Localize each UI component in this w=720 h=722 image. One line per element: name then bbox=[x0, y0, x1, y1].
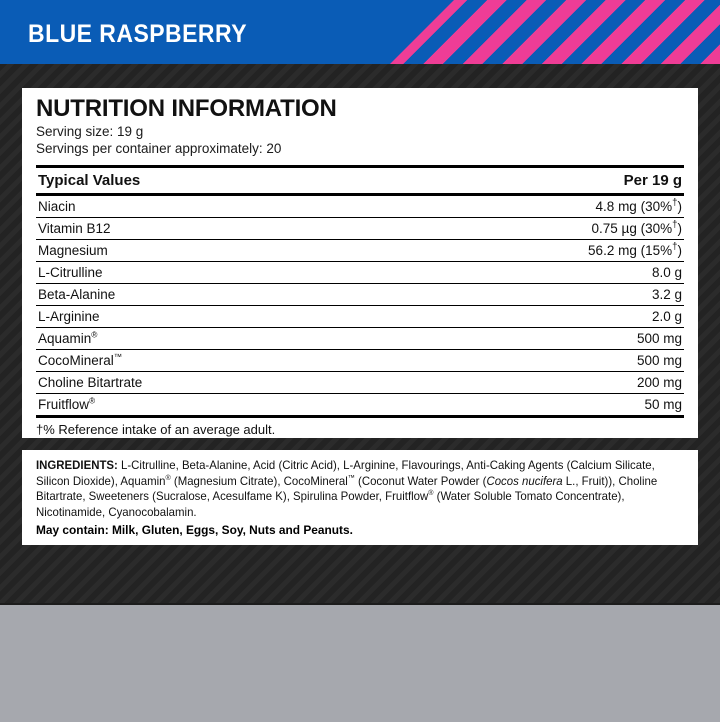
nutrient-value: 3.2 g bbox=[376, 283, 684, 307]
nutrient-name: L-Arginine bbox=[36, 305, 377, 329]
serving-size-text: Serving size: 19 g bbox=[36, 124, 144, 140]
table-header-row: Typical Values Per 19 g bbox=[36, 165, 684, 197]
nutrient-name: CocoMineral™ bbox=[36, 349, 377, 373]
bottom-gray-band bbox=[0, 603, 720, 722]
table-row: L-Arginine 2.0 g bbox=[36, 305, 684, 329]
nutrient-name: Choline Bitartrate bbox=[36, 371, 377, 395]
column-header-per-serving: Per 19 g bbox=[376, 165, 684, 197]
dagger-icon: † bbox=[672, 219, 678, 231]
flavour-title: BLUE RASPBERRY bbox=[28, 20, 248, 48]
ingredients-label: INGREDIENTS: bbox=[36, 459, 118, 472]
nutrient-value: 56.2 mg (15%†) bbox=[376, 239, 684, 263]
nutrient-name: Niacin bbox=[36, 194, 377, 219]
table-row: Choline Bitartrate 200 mg bbox=[36, 371, 684, 395]
registered-trademark-icon: ® bbox=[91, 329, 98, 340]
table-row: Beta-Alanine 3.2 g bbox=[36, 283, 684, 307]
table-row: L-Citrulline 8.0 g bbox=[36, 261, 684, 285]
diagonal-stripes-decoration bbox=[390, 0, 720, 64]
nutrition-table: Typical Values Per 19 g Niacin 4.8 mg (30… bbox=[36, 165, 684, 419]
nutrient-value: 200 mg bbox=[376, 371, 684, 395]
nutrient-name: Beta-Alanine bbox=[36, 283, 377, 307]
ingredients-paragraph: INGREDIENTS: L-Citrulline, Beta-Alanine,… bbox=[36, 450, 674, 521]
table-header: Typical Values Per 19 g bbox=[36, 165, 684, 197]
table-row: Aquamin® 500 mg bbox=[36, 327, 684, 351]
ingredients-part-3: (Coconut Water Powder ( bbox=[354, 474, 487, 488]
table-row: Niacin 4.8 mg (30%†) bbox=[36, 194, 684, 219]
ingredients-part-1: L-Citrulline, Beta-Alanine, Acid (Citric… bbox=[36, 459, 655, 488]
table-row: Vitamin B12 0.75 µg (30%†) bbox=[36, 217, 684, 241]
nutrient-name: Magnesium bbox=[36, 239, 377, 263]
nutrient-value: 8.0 g bbox=[376, 261, 684, 285]
flavour-header-bar: BLUE RASPBERRY bbox=[0, 0, 720, 64]
registered-trademark-icon: ® bbox=[89, 395, 96, 406]
nutrient-name: Vitamin B12 bbox=[36, 217, 377, 241]
trademark-icon: ™ bbox=[113, 351, 123, 362]
ingredients-card: INGREDIENTS: L-Citrulline, Beta-Alanine,… bbox=[22, 450, 698, 545]
nutrient-value: 500 mg bbox=[376, 349, 684, 373]
ingredients-part-2: (Magnesium Citrate), CocoMineral bbox=[170, 474, 348, 488]
dagger-icon: † bbox=[672, 197, 678, 209]
trademark-icon: ™ bbox=[347, 472, 355, 482]
table-row: Magnesium 56.2 mg (15%†) bbox=[36, 239, 684, 263]
nutrient-value: 0.75 µg (30%†) bbox=[376, 217, 684, 241]
ingredients-part-5: (Water Soluble Tomato Concentrate), Nico… bbox=[36, 490, 625, 519]
footnote-reference-intake: †% Reference intake of an average adult. bbox=[36, 422, 276, 438]
nutrient-value: 4.8 mg (30%†) bbox=[376, 194, 684, 219]
ingredients-latin-name: Cocos nucifera bbox=[486, 474, 563, 488]
dagger-icon: † bbox=[672, 241, 678, 253]
nutrient-value: 50 mg bbox=[376, 393, 684, 419]
table-body: Niacin 4.8 mg (30%†) Vitamin B12 0.75 µg (3… bbox=[36, 194, 684, 419]
table-row: Fruitflow® 50 mg bbox=[36, 393, 684, 419]
nutrition-information-card: NUTRITION INFORMATION Serving size: 19 g… bbox=[22, 88, 698, 438]
nutrient-value: 2.0 g bbox=[376, 305, 684, 329]
column-header-typical-values: Typical Values bbox=[36, 165, 377, 197]
servings-per-container-text: Servings per container approximately: 20 bbox=[36, 141, 282, 157]
nutrient-name: L-Citrulline bbox=[36, 261, 377, 285]
page-title: NUTRITION INFORMATION bbox=[36, 95, 337, 122]
ingredients-part-4: L., Fruit)), Choline Bitartrate, Sweeten… bbox=[36, 474, 658, 504]
allergen-may-contain-text: May contain: Milk, Gluten, Eggs, Soy, Nu… bbox=[36, 522, 353, 537]
registered-trademark-icon: ® bbox=[165, 472, 171, 482]
registered-trademark-icon-2: ® bbox=[428, 488, 434, 498]
nutrient-value: 500 mg bbox=[376, 327, 684, 351]
table-row: CocoMineral™ 500 mg bbox=[36, 349, 684, 373]
nutrient-name: Fruitflow® bbox=[36, 393, 377, 419]
nutrient-name: Aquamin® bbox=[36, 327, 377, 351]
